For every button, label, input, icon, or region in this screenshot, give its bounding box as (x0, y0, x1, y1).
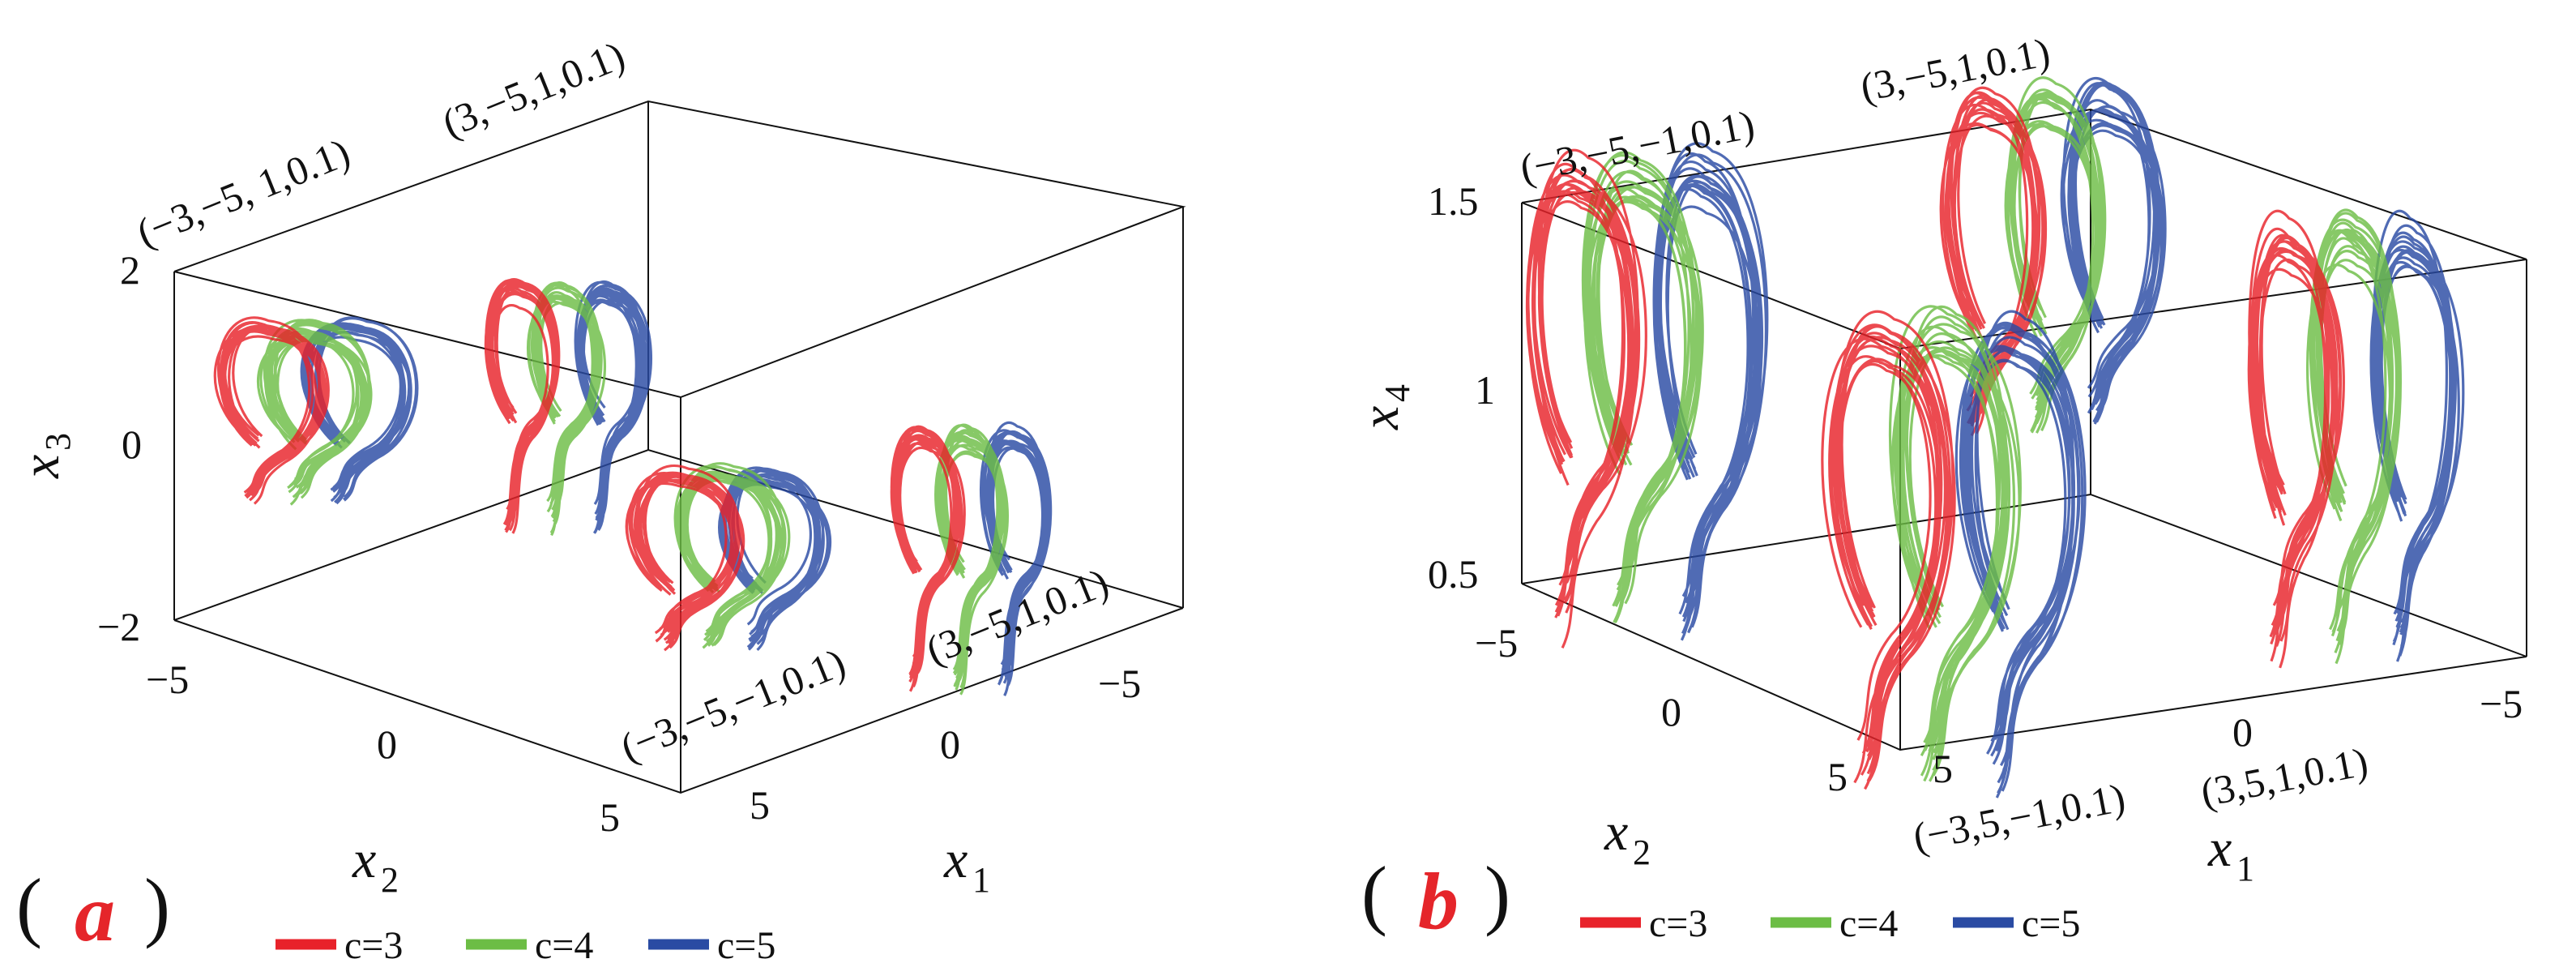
panel-a-cluster-1-c3-trajectory (213, 316, 330, 505)
panel-a-cluster-2-c4-trajectory (527, 281, 607, 537)
svg-text:x: x (1351, 406, 1410, 430)
panel-b-z-axis-label: x 4 (1351, 384, 1417, 430)
panel-a-x1-tick: −5 (1098, 661, 1141, 706)
panel-a-z-tick: 0 (122, 422, 142, 467)
svg-text:x: x (352, 830, 376, 889)
svg-text:(: ( (16, 863, 42, 949)
panel-b-z-tick: 0.5 (1428, 551, 1479, 597)
panel-b-cluster-3-c5-trajectory (1954, 310, 2087, 798)
panel-b-cluster-1-c4-trajectory (1581, 151, 1704, 623)
panel-b-x2-tick: 5 (1827, 754, 1848, 799)
svg-text:b: b (1418, 856, 1459, 946)
panel-b-z-tick: 1 (1475, 367, 1495, 413)
panel-a-z-tick: 2 (120, 247, 140, 293)
panel-a-z-axis-label: x 3 (11, 433, 78, 479)
panel-a-cluster-4-c3-trajectory (890, 425, 966, 692)
panel-b-x2-tick: −5 (1475, 620, 1518, 666)
panel-a-cluster-2-c3-trajectory (484, 278, 561, 534)
panel-b-cluster-3-c3-trajectory (1821, 310, 1956, 790)
panel-b-x1-axis-label: x 1 (2207, 819, 2254, 888)
panel-a-x2-tick: 5 (600, 794, 620, 840)
svg-text:1: 1 (972, 860, 990, 900)
panel-b: 1.5 1 0.5 −5 0 5 5 0 −5 x 4 x 2 x 1 (−3,… (1351, 29, 2527, 946)
svg-text:2: 2 (1633, 833, 1651, 872)
panel-a-cluster-3-c5-trajectory (718, 466, 832, 651)
panel-a-x2-tick: 0 (377, 721, 397, 767)
svg-text:4: 4 (1378, 384, 1417, 402)
svg-text:): ) (144, 863, 170, 949)
panel-b-z-tick: 1.5 (1428, 178, 1479, 224)
legend-label-c3: c=3 (1649, 902, 1707, 945)
panel-b-x2-tick: 0 (1661, 689, 1681, 734)
panel-b-cluster-2-c5-trajectory (2060, 76, 2167, 425)
panel-b-corner-label: (3,5,1,0.1) (2197, 738, 2371, 815)
legend-label-c5: c=5 (2022, 902, 2080, 945)
svg-text:(: ( (1361, 850, 1387, 937)
panel-a-corner-label: (3,−5,1,0.1) (436, 32, 630, 147)
panel-b-x2-axis-label: x 2 (1604, 803, 1651, 872)
panel-a-cluster-4-c4-trajectory (934, 423, 1009, 696)
panel-a: 2 0 −2 −5 0 5 5 0 −5 x 3 x 2 x 1 (−3,−5,… (11, 32, 1186, 967)
panel-a-cluster-3-c3-trajectory (625, 464, 745, 652)
panel-b-cluster-3-c4-trajectory (1888, 305, 2022, 782)
panel-b-label: ( b ) (1361, 850, 1510, 946)
svg-text:x: x (2207, 819, 2232, 878)
legend-label-c4: c=4 (535, 924, 593, 967)
panel-a-x1-tick: 0 (940, 721, 960, 767)
svg-text:x: x (943, 830, 968, 889)
panel-a-x1-axis-label: x 1 (943, 830, 990, 900)
panel-b-x1-tick: −5 (2480, 681, 2523, 726)
panel-a-z-tick: −2 (97, 604, 140, 649)
panel-b-trajectories (1526, 76, 2465, 798)
svg-text:2: 2 (381, 860, 399, 900)
svg-text:x: x (1604, 803, 1628, 862)
panel-a-legend: c=3 c=4 c=5 (276, 924, 775, 967)
panel-a-corner-label: (−3,−5,−1,0.1) (614, 640, 852, 771)
svg-text:3: 3 (38, 433, 78, 451)
panel-b-cluster-4-c3-trajectory (2247, 209, 2345, 669)
panel-a-cluster-1-c5-trajectory (300, 316, 419, 505)
panel-b-x1-tick: 0 (2232, 709, 2253, 755)
panel-a-corner-label: (−3,−5, 1,0.1) (130, 129, 356, 255)
svg-text:): ) (1485, 850, 1510, 937)
panel-b-cluster-4-c4-trajectory (2306, 208, 2402, 665)
panel-a-x2-tick: −5 (146, 657, 189, 702)
panel-b-cluster-4-c5-trajectory (2369, 209, 2465, 662)
panel-b-x1-tick: 5 (1933, 746, 1953, 791)
panel-a-x1-tick: 5 (750, 782, 770, 828)
panel-b-cluster-1-c3-trajectory (1526, 148, 1647, 649)
svg-text:1: 1 (2236, 849, 2254, 888)
panel-a-label: ( a ) (16, 863, 170, 958)
svg-text:x: x (11, 455, 70, 479)
panel-b-legend: c=3 c=4 c=5 (1580, 902, 2080, 945)
panel-a-x2-axis-label: x 2 (352, 830, 399, 900)
panel-b-cluster-1-c5-trajectory (1652, 142, 1769, 641)
svg-text:a: a (75, 868, 115, 958)
panel-a-trajectories (213, 278, 1053, 696)
legend-label-c3: c=3 (344, 924, 403, 967)
panel-b-corner-label: (−3,−5,−1,0.1) (1516, 101, 1758, 191)
legend-label-c4: c=4 (1839, 902, 1898, 945)
panel-a-cluster-1-c4-trajectory (256, 319, 373, 506)
panel-a-cluster-2-c5-trajectory (574, 280, 652, 534)
panel-a-cluster-4-c5-trajectory (979, 421, 1053, 696)
panel-b-cluster-2-c3-trajectory (1939, 86, 2048, 437)
panel-b-cluster-2-c4-trajectory (2004, 76, 2107, 434)
panel-a-cluster-3-c4-trajectory (673, 462, 791, 649)
legend-label-c5: c=5 (717, 924, 775, 967)
